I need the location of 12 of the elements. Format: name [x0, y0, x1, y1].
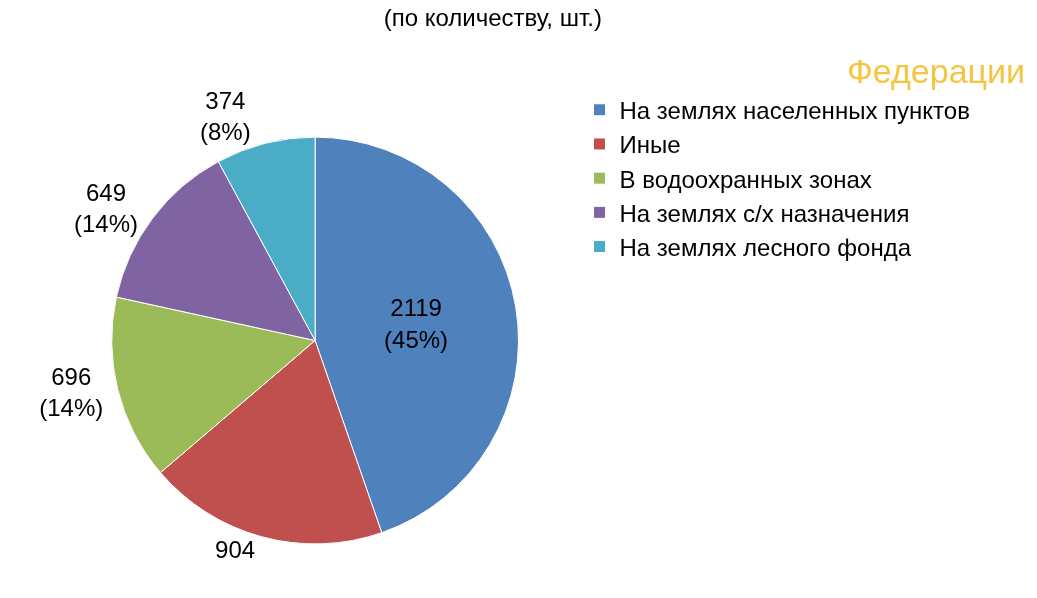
data-label: 904: [215, 535, 256, 563]
legend-label: В водоохранных зонах: [619, 165, 872, 193]
legend-label: На землях населенных пунктов: [619, 97, 970, 125]
legend-label: На землях лесного фонда: [619, 233, 912, 261]
data-label: 649 (14%): [74, 178, 139, 237]
data-label: 696 (14%): [39, 362, 104, 421]
text: Федерации: [847, 52, 1026, 90]
legend-label: На землях с/х назначения: [619, 199, 910, 227]
legend-label: Иные: [619, 131, 681, 159]
data-label: 2119 (45%): [384, 294, 449, 353]
data-label: 374 (8%): [199, 86, 251, 146]
chart-title: (по количеству, шт.): [383, 3, 602, 31]
